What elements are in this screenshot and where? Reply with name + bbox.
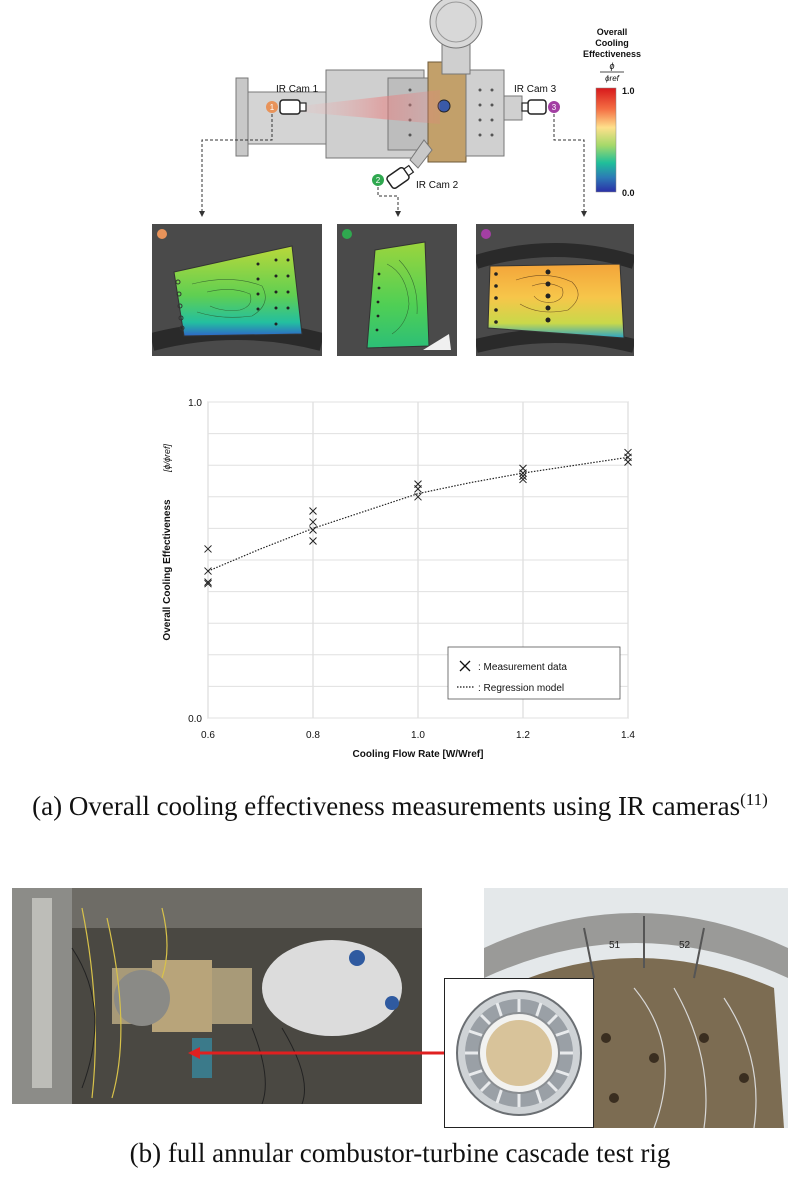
x-axis-title: Cooling Flow Rate [W/Wref] <box>353 749 484 760</box>
measurement-point <box>519 472 527 481</box>
measurement-point <box>414 485 422 493</box>
badge-3 <box>548 101 560 113</box>
x-tick-label: 1.0 <box>411 730 425 741</box>
measurement-point <box>624 458 632 466</box>
measurement-point <box>204 567 212 575</box>
colorbar-frac-den: ϕref <box>605 74 620 83</box>
caption-a-ref: (11) <box>740 790 768 809</box>
badge-1 <box>266 101 278 113</box>
ir-cam-3-icon <box>527 99 547 115</box>
measurement-markers <box>204 448 632 588</box>
regression-line <box>207 456 629 572</box>
colorbar <box>595 87 617 193</box>
photo-label-51: 51 <box>609 940 621 951</box>
measurement-point <box>309 507 317 515</box>
leader-arrow-3 <box>553 114 587 217</box>
measurement-point <box>309 518 317 526</box>
leader-arrow-1 <box>199 114 273 217</box>
colorbar-title-1: Overall <box>597 27 628 37</box>
y-axis-title: Overall Cooling Effectiveness <box>162 499 173 641</box>
exit-duct <box>465 69 505 157</box>
y-axis-fraction: [ϕ/ϕref] <box>162 443 172 473</box>
measurement-point <box>309 537 317 545</box>
caption-a: (a) Overall cooling effectiveness measur… <box>0 790 800 822</box>
ir-image-cam-1 <box>152 224 322 356</box>
chart-legend: : Measurement data : Regression model <box>447 646 621 700</box>
y-axis-label: Overall Cooling Effectiveness [ϕ/ϕref] <box>162 443 173 640</box>
nozzle-inset-photo <box>444 978 594 1128</box>
badge-3-label: 3 <box>552 103 557 112</box>
red-arrow <box>188 1047 444 1059</box>
ir-cam-1-label: IR Cam 1 <box>276 84 319 95</box>
chart-ticks: 0.6 0.8 1.0 1.2 1.4 0.0 1.0 <box>188 398 635 741</box>
ir-cam-1-icon <box>279 99 301 115</box>
test-rig-photo <box>12 888 422 1104</box>
x-tick-label: 1.4 <box>621 730 635 741</box>
badge-2 <box>372 174 384 186</box>
y-tick-label: 1.0 <box>188 398 202 409</box>
colorbar-title-3: Effectiveness <box>583 49 641 59</box>
legend-regression: : Regression model <box>478 683 564 694</box>
ir-cam-2-icon <box>386 164 415 190</box>
x-tick-label: 0.6 <box>201 730 215 741</box>
legend-marker-icon <box>459 660 471 672</box>
effectiveness-chart: 0.6 0.8 1.0 1.2 1.4 0.0 1.0 Overall Cooling Ef… <box>162 398 635 760</box>
measurement-point <box>309 526 317 534</box>
caption-a-text: (a) Overall cooling effectiveness measur… <box>32 791 741 821</box>
legend-measurement: : Measurement data <box>478 662 567 673</box>
colorbar-min-label: 0.0 <box>622 188 635 198</box>
leader-arrow-2 <box>377 187 401 217</box>
measurement-point <box>204 578 212 586</box>
x-tick-label: 1.2 <box>516 730 530 741</box>
caption-b: (b) full annular combustor-turbine casca… <box>0 1138 800 1169</box>
ir-image-cam-2 <box>337 224 457 356</box>
caption-b-text: (b) full annular combustor-turbine casca… <box>129 1138 671 1168</box>
exit-pipe <box>503 95 523 121</box>
ir-cam-3-label: IR Cam 3 <box>514 84 557 95</box>
x-tick-label: 0.8 <box>306 730 320 741</box>
badge-2-label: 2 <box>376 176 381 185</box>
ir-image-cam-3 <box>476 224 634 356</box>
measurement-point <box>519 469 527 477</box>
colorbar-title-2: Cooling <box>595 38 629 48</box>
rig-schematic: 1 IR Cam 1 2 IR Cam 2 3 IR Cam 3 Overall… <box>199 0 641 217</box>
ir-beam <box>300 90 440 124</box>
measurement-point <box>204 545 212 553</box>
y-tick-label: 0.0 <box>188 714 202 725</box>
measurement-point <box>414 492 422 501</box>
measurement-point <box>204 579 212 588</box>
photo-label-52: 52 <box>679 940 691 951</box>
badge-1-label: 1 <box>270 103 275 112</box>
ir-cam-2-label: IR Cam 2 <box>416 180 459 191</box>
colorbar-frac-num: ϕ <box>609 61 614 71</box>
colorbar-max-label: 1.0 <box>622 86 635 96</box>
inlet-flange <box>235 77 249 157</box>
exhaust-flange <box>429 0 483 49</box>
measurement-point <box>519 475 527 484</box>
